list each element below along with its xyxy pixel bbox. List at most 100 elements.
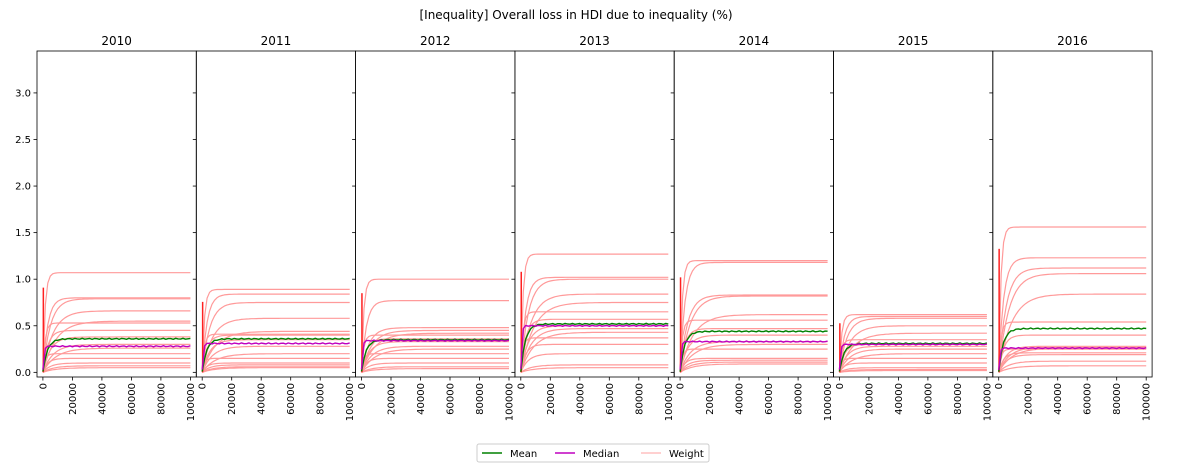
weight-line (998, 348, 1147, 372)
weight-line (838, 325, 987, 373)
panel-title: 2014 (739, 34, 770, 48)
x-tick-label: 20000 (705, 383, 716, 415)
panel-2016: 2016 0 20000 40000 60000 80000 100000 (989, 34, 1153, 421)
weight-line (520, 293, 669, 372)
weight-line (679, 295, 828, 372)
y-tick-label: 2.5 (15, 135, 31, 146)
x-tick-label: 40000 (97, 383, 108, 415)
x-tick-label: 100000 (1142, 383, 1153, 421)
weight-line (201, 317, 350, 373)
weight-line (679, 334, 828, 373)
weight-line (998, 293, 1147, 373)
x-tick-label: 60000 (1083, 383, 1094, 415)
x-tick-label: 0 (516, 383, 527, 389)
weight-line (520, 301, 669, 373)
weight-line (679, 359, 828, 373)
x-tick-label: 40000 (1053, 383, 1064, 415)
weight-line (520, 343, 669, 373)
weight-line (998, 321, 1147, 371)
weight-line (998, 257, 1147, 371)
legend-weight-label: Weight (669, 449, 704, 460)
x-tick-label: 60000 (286, 383, 297, 415)
x-tick-label: 20000 (864, 383, 875, 415)
median-line (42, 345, 191, 370)
weight-line (360, 348, 509, 373)
weight-line (201, 353, 350, 373)
median-line (998, 346, 1147, 370)
mean-line (360, 338, 510, 372)
weight-line (520, 311, 669, 371)
legend-median-label: Median (583, 449, 619, 460)
x-tick-label: 80000 (953, 383, 964, 415)
panel-2012: 2012 0 20000 40000 60000 80000 100000 (352, 34, 516, 421)
weight-line (838, 362, 987, 373)
weight-line (201, 301, 350, 372)
weight-line (201, 334, 350, 372)
weight-line (679, 261, 828, 371)
weight-line (838, 332, 987, 373)
weight-line (520, 328, 669, 373)
panel-title: 2015 (898, 34, 929, 48)
median-line (838, 343, 988, 370)
weight-line (998, 360, 1147, 373)
x-tick-label: 100000 (186, 383, 197, 421)
median-line (520, 324, 669, 369)
weight-line (42, 357, 191, 373)
x-tick-label: 20000 (1024, 383, 1035, 415)
weight-line (679, 348, 828, 372)
panel-2014: 2014 0 20000 40000 60000 80000 100000 (670, 34, 834, 421)
weight-line (520, 253, 669, 369)
x-tick-label: 80000 (156, 383, 167, 415)
weight-line (201, 364, 350, 373)
mean-line (520, 322, 669, 372)
weight-line (679, 361, 828, 373)
x-tick-label: 60000 (764, 383, 775, 415)
weight-line (201, 362, 350, 373)
panel-2011: 2011 0 20000 40000 60000 80000 100000 (192, 34, 356, 421)
panels: 2010 0 20000 40000 60000 80000 100000 0.0 0.5 1.0… (15, 34, 1153, 421)
weight-line (838, 314, 987, 371)
weight-line (360, 327, 509, 373)
panel-frame (36, 50, 197, 378)
weight-line (679, 328, 828, 372)
y-tick-label: 1.5 (15, 228, 31, 239)
weight-line (361, 368, 509, 373)
y-tick-label: 1.0 (15, 275, 31, 286)
weight-line (42, 297, 191, 372)
mean-line (838, 342, 988, 372)
x-tick-label: 80000 (316, 383, 327, 415)
weight-line (998, 352, 1147, 373)
panel-2013: 2013 0 20000 40000 60000 80000 100000 (511, 34, 675, 421)
x-tick-label: 20000 (387, 383, 398, 415)
weight-line (42, 362, 191, 373)
x-tick-label: 40000 (257, 383, 268, 415)
weight-line (360, 345, 509, 373)
x-tick-label: 60000 (923, 383, 934, 415)
weight-line (679, 294, 828, 372)
x-tick-label: 20000 (546, 383, 557, 415)
weight-line (42, 365, 191, 373)
weight-line (42, 272, 191, 370)
y-tick-label: 2.0 (15, 182, 31, 193)
weight-line (838, 339, 987, 372)
weight-line (679, 363, 828, 373)
weight-line (201, 293, 350, 372)
x-tick-label: 20000 (227, 383, 238, 415)
weight-line (520, 276, 669, 371)
x-tick-label: 100000 (345, 383, 356, 421)
weight-line (838, 315, 987, 372)
x-tick-label: 40000 (416, 383, 427, 415)
weight-line (201, 330, 350, 373)
weight-line (998, 354, 1147, 373)
chart-title: [Inequality] Overall loss in HDI due to … (419, 8, 732, 22)
weight-line (839, 367, 987, 373)
x-tick-label: 100000 (823, 383, 834, 421)
x-tick-label: 40000 (735, 383, 746, 415)
weight-line (998, 347, 1147, 373)
weight-line (520, 364, 669, 373)
mean-line (42, 337, 191, 372)
weight-line (201, 366, 350, 373)
x-tick-label: 20000 (68, 383, 79, 415)
weight-line (360, 334, 509, 372)
